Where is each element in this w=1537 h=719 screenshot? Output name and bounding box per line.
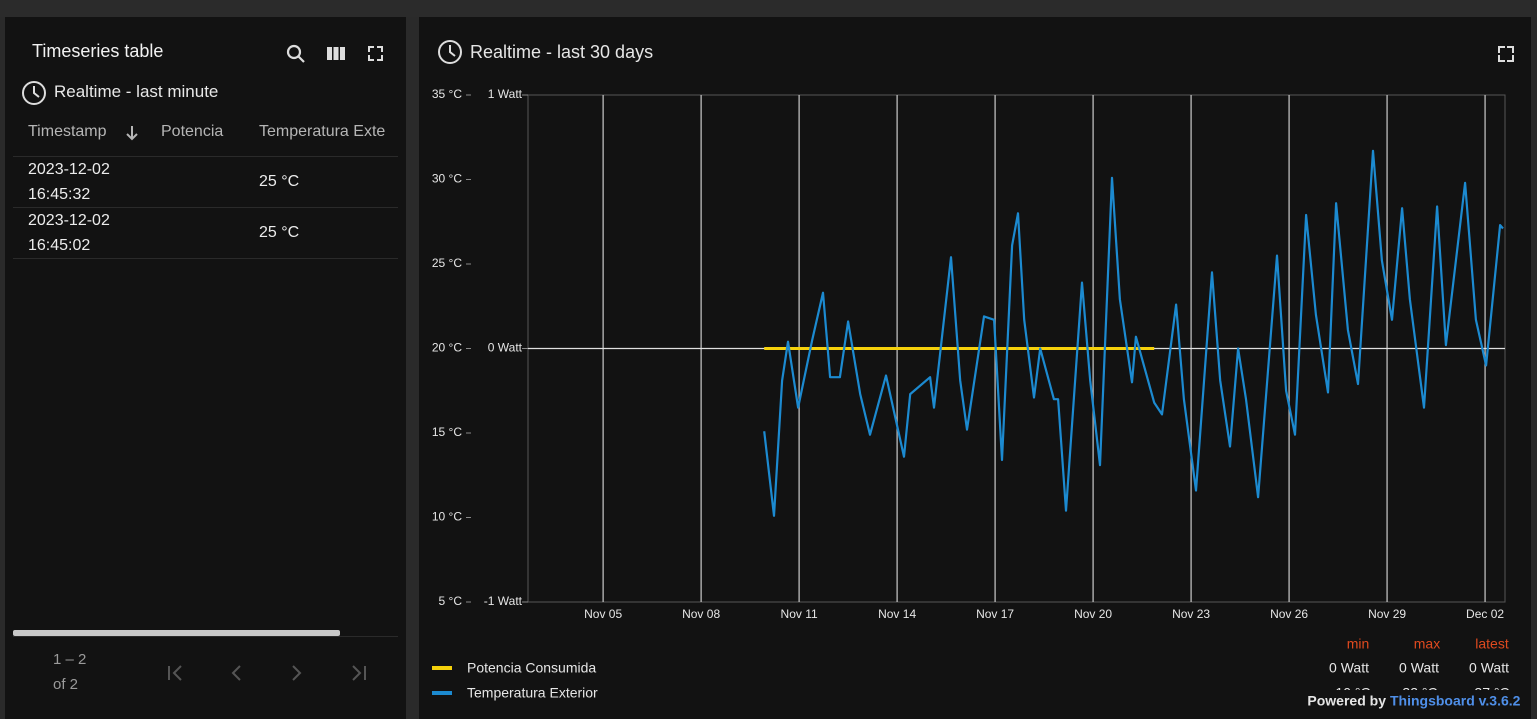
pagination-buttons bbox=[168, 665, 366, 681]
y2-tick-label: 1 Watt bbox=[488, 87, 523, 101]
legend-stat-header: min bbox=[1347, 636, 1370, 652]
y2-tick-label: -1 Watt bbox=[484, 594, 523, 608]
x-tick-label: Nov 08 bbox=[682, 607, 720, 621]
x-tick-label: Nov 11 bbox=[781, 607, 818, 621]
x-tick-label: Nov 17 bbox=[976, 607, 1014, 621]
x-tick-label: Dec 02 bbox=[1466, 607, 1504, 621]
y-tick-label: 10 °C bbox=[432, 510, 462, 524]
sort-icon bbox=[126, 126, 138, 141]
legend-swatch bbox=[432, 666, 452, 670]
legend-label: Temperatura Exterior bbox=[467, 685, 598, 701]
clock-icon bbox=[22, 81, 46, 105]
pagination-total: of 2 bbox=[53, 676, 79, 693]
y-tick-label: 30 °C bbox=[432, 172, 462, 186]
legend-swatch bbox=[432, 691, 452, 695]
pagination-range: 1 – 2 bbox=[53, 651, 87, 668]
widget-title: Timeseries table bbox=[32, 41, 164, 61]
column-header[interactable]: Temperatura Exte bbox=[259, 123, 386, 140]
fullscreen-button[interactable] bbox=[368, 46, 383, 61]
prev-page[interactable] bbox=[231, 665, 241, 681]
cell: 25 °C bbox=[259, 224, 300, 241]
x-tick-label: Nov 26 bbox=[1270, 607, 1308, 621]
footer-link[interactable]: Thingsboard v.3.6.2 bbox=[1390, 693, 1521, 709]
x-tick-label: Nov 23 bbox=[1172, 607, 1210, 621]
cell: 2023-12-02 16:45:32 bbox=[28, 157, 110, 207]
y-tick-label: 15 °C bbox=[432, 425, 462, 439]
legend-stat: 0 Watt bbox=[1329, 660, 1369, 676]
y-tick-label: 35 °C bbox=[432, 87, 462, 101]
column-header[interactable]: Timestamp bbox=[28, 123, 107, 140]
x-tick-label: Nov 05 bbox=[584, 607, 622, 621]
legend-stat: 0 Watt bbox=[1469, 660, 1509, 676]
fullscreen-button[interactable] bbox=[1498, 46, 1514, 62]
chart-title: Realtime - last 30 days bbox=[470, 42, 653, 62]
cell-time: 16:45:32 bbox=[28, 186, 91, 203]
y-tick-label: 25 °C bbox=[432, 256, 462, 270]
row-divider bbox=[13, 258, 398, 259]
scrollbar[interactable] bbox=[13, 630, 340, 636]
x-tick-label: Nov 20 bbox=[1074, 607, 1112, 621]
y-tick-label: 5 °C bbox=[439, 594, 463, 608]
table-widget: Timeseries table Realtime - last minute … bbox=[5, 17, 406, 719]
search-button[interactable] bbox=[286, 44, 305, 63]
timewindow: Realtime - last minute bbox=[54, 82, 219, 101]
legend-label: Potencia Consumida bbox=[467, 660, 596, 676]
y-tick-label: 20 °C bbox=[432, 341, 462, 355]
x-tick-label: Nov 14 bbox=[878, 607, 916, 621]
last-page[interactable] bbox=[352, 665, 366, 681]
y2-tick-label: 0 Watt bbox=[488, 341, 523, 355]
columns-button[interactable] bbox=[327, 47, 345, 60]
next-page[interactable] bbox=[292, 665, 302, 681]
legend-stat-header: latest bbox=[1475, 636, 1509, 652]
legend-stat: 0 Watt bbox=[1399, 660, 1439, 676]
footer-bg bbox=[1300, 690, 1531, 719]
pagination-info: 1 – 2 of 2 bbox=[53, 647, 86, 697]
legend-stat-header: max bbox=[1414, 636, 1440, 652]
cell-date: 2023-12-02 bbox=[28, 161, 110, 178]
first-page[interactable] bbox=[168, 665, 182, 681]
widget-actions bbox=[286, 44, 383, 63]
top-bar bbox=[0, 0, 1537, 17]
cell: 25 °C bbox=[259, 173, 300, 190]
footer-text: Powered by bbox=[1307, 693, 1386, 709]
row-divider bbox=[13, 636, 398, 637]
cell: 2023-12-02 16:45:02 bbox=[28, 208, 110, 258]
column-header[interactable]: Potencia bbox=[161, 123, 224, 140]
x-tick-label: Nov 29 bbox=[1368, 607, 1406, 621]
clock-icon bbox=[438, 40, 462, 64]
row-divider bbox=[13, 207, 398, 208]
row-divider bbox=[13, 156, 398, 157]
cell-date: 2023-12-02 bbox=[28, 212, 110, 229]
cell-time: 16:45:02 bbox=[28, 237, 91, 254]
series-line bbox=[763, 149, 1504, 517]
